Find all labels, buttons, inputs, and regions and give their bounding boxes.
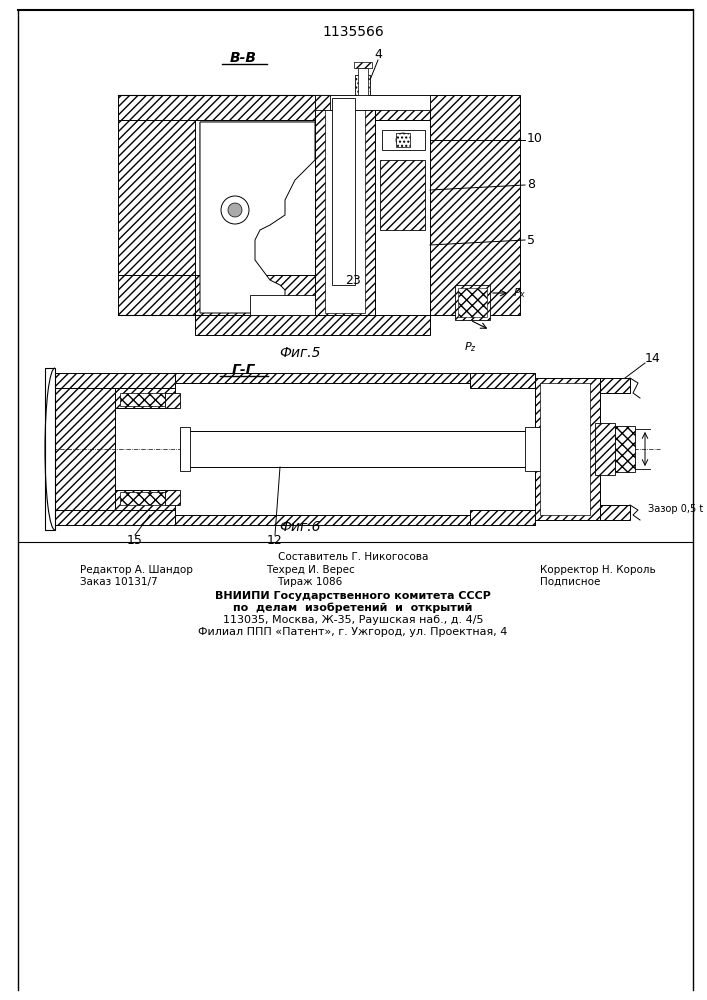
Polygon shape xyxy=(355,75,370,95)
Circle shape xyxy=(228,203,242,217)
Polygon shape xyxy=(315,95,380,110)
Polygon shape xyxy=(455,285,490,320)
Text: Корректор Н. Король: Корректор Н. Король xyxy=(540,565,656,575)
Polygon shape xyxy=(175,373,535,383)
Text: Филиал ППП «Патент», г. Ужгород, ул. Проектная, 4: Филиал ППП «Патент», г. Ужгород, ул. Про… xyxy=(198,627,508,637)
Text: Фиг.6: Фиг.6 xyxy=(279,520,321,534)
Text: Г-Г: Г-Г xyxy=(231,363,255,377)
Text: 10: 10 xyxy=(527,131,543,144)
Polygon shape xyxy=(118,95,195,275)
Polygon shape xyxy=(332,98,355,285)
Polygon shape xyxy=(430,95,520,315)
Polygon shape xyxy=(540,383,590,515)
Polygon shape xyxy=(118,95,330,120)
Polygon shape xyxy=(615,426,635,472)
Polygon shape xyxy=(354,62,372,68)
Text: Подписное: Подписное xyxy=(540,577,600,587)
Polygon shape xyxy=(525,427,540,471)
Text: 1135566: 1135566 xyxy=(322,25,384,39)
Text: Заказ 10131/7: Заказ 10131/7 xyxy=(80,577,158,587)
Polygon shape xyxy=(165,393,180,408)
Polygon shape xyxy=(595,423,615,475)
Polygon shape xyxy=(45,368,55,530)
Polygon shape xyxy=(470,510,535,525)
Circle shape xyxy=(396,133,410,147)
Polygon shape xyxy=(600,505,630,520)
Text: по  делам  изобретений  и  открытий: по делам изобретений и открытий xyxy=(233,603,473,613)
Polygon shape xyxy=(115,388,175,408)
Text: $P_z$: $P_z$ xyxy=(464,340,477,354)
Polygon shape xyxy=(330,95,430,110)
Text: 12: 12 xyxy=(267,534,283,546)
Text: Редактор А. Шандор: Редактор А. Шандор xyxy=(80,565,193,575)
Text: Фиг.5: Фиг.5 xyxy=(279,346,321,360)
Polygon shape xyxy=(175,515,535,525)
Polygon shape xyxy=(535,378,600,520)
Polygon shape xyxy=(50,373,175,388)
Polygon shape xyxy=(458,288,487,317)
Polygon shape xyxy=(375,95,430,120)
Text: 8: 8 xyxy=(527,178,535,192)
Text: $P_x$: $P_x$ xyxy=(513,286,527,300)
Polygon shape xyxy=(200,122,315,315)
Polygon shape xyxy=(180,431,540,467)
Polygon shape xyxy=(180,427,190,471)
Polygon shape xyxy=(470,373,535,388)
Polygon shape xyxy=(382,130,425,150)
Polygon shape xyxy=(195,275,430,315)
Polygon shape xyxy=(128,95,330,315)
Text: 113035, Москва, Ж-35, Раушская наб., д. 4/5: 113035, Москва, Ж-35, Раушская наб., д. … xyxy=(223,615,484,625)
Text: 4: 4 xyxy=(374,48,382,62)
Text: Техред И. Верес: Техред И. Верес xyxy=(266,565,354,575)
Polygon shape xyxy=(50,510,175,525)
Polygon shape xyxy=(115,490,175,510)
Polygon shape xyxy=(358,68,368,95)
Text: Зазор 0,5 t резьбы: Зазор 0,5 t резьбы xyxy=(648,504,707,514)
Text: 5: 5 xyxy=(527,233,535,246)
Text: Составитель Г. Никогосова: Составитель Г. Никогосова xyxy=(278,552,428,562)
Text: Тираж 1086: Тираж 1086 xyxy=(277,577,343,587)
Polygon shape xyxy=(600,378,630,393)
Polygon shape xyxy=(120,393,165,406)
Polygon shape xyxy=(325,98,365,313)
Text: ВНИИПИ Государственного комитета СССР: ВНИИПИ Государственного комитета СССР xyxy=(215,591,491,601)
Polygon shape xyxy=(165,490,180,505)
Text: 23: 23 xyxy=(345,273,361,286)
Text: 14: 14 xyxy=(645,352,661,364)
Text: 15: 15 xyxy=(127,534,143,546)
Polygon shape xyxy=(380,160,425,230)
Polygon shape xyxy=(396,133,410,147)
Polygon shape xyxy=(50,388,115,510)
Polygon shape xyxy=(195,315,430,335)
Polygon shape xyxy=(120,492,165,505)
Polygon shape xyxy=(315,95,375,315)
Polygon shape xyxy=(250,295,315,315)
Polygon shape xyxy=(375,120,430,315)
Polygon shape xyxy=(118,275,250,315)
Polygon shape xyxy=(200,122,328,313)
Circle shape xyxy=(221,196,249,224)
Text: В-В: В-В xyxy=(230,51,257,65)
